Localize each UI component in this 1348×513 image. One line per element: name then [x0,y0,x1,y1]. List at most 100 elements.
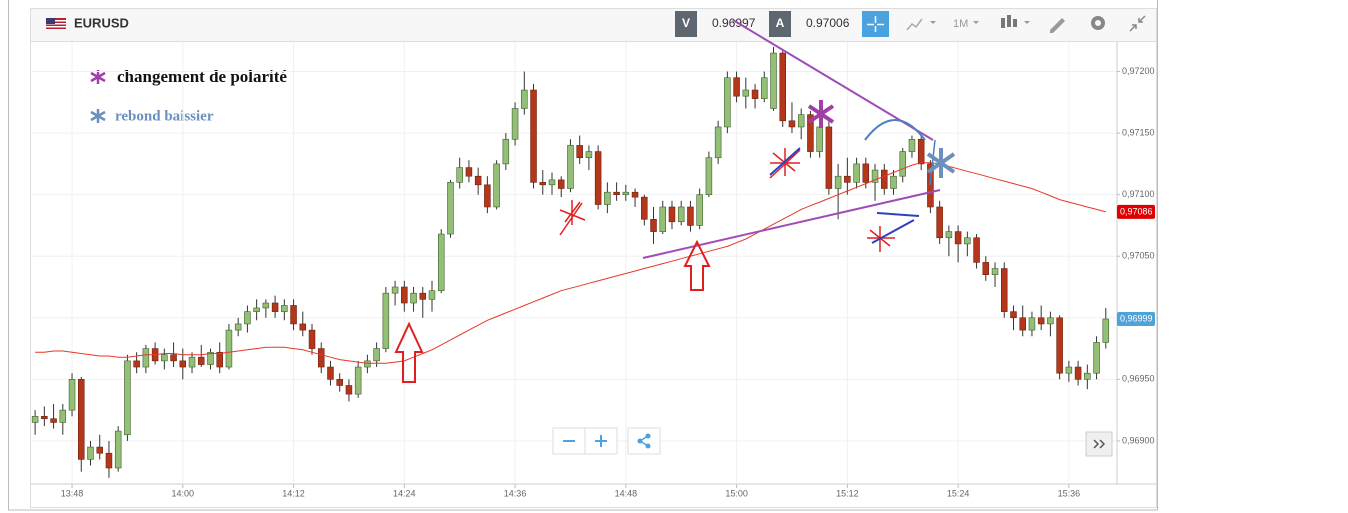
candle-body [382,292,390,349]
candle-body [105,452,113,469]
candle-body [1037,317,1045,325]
candle-body [197,356,205,365]
candle-body [807,114,814,152]
candle-body [299,323,307,331]
y-tick-label: 0,97150 [1122,127,1155,137]
candle-body [133,360,140,368]
price-tag [1117,312,1155,327]
zoom-in-button[interactable] [584,427,618,455]
candle-body [234,323,242,331]
candle-body [853,163,860,183]
candle-body [437,233,445,292]
candle-body [262,302,270,309]
candle-body [751,89,759,99]
candle-body [511,108,519,140]
bid-badge [675,11,697,37]
candle-body [50,418,57,423]
x-tick-label: 15:00 [725,488,748,498]
candle-body [530,89,537,183]
candle-body [1028,317,1036,331]
zoom-out-button[interactable] [552,427,586,455]
annotation: rebond baissier [115,108,214,124]
candle-body [917,138,925,165]
candle-body [945,231,953,239]
candle-body [1001,268,1008,312]
candle-body [373,348,380,362]
candle-body [567,145,574,189]
settings-button[interactable] [1091,16,1105,30]
draw-tool-button[interactable] [1050,18,1065,33]
candle-body [317,348,325,368]
candle-body [41,415,48,420]
moving-average-line [35,162,1106,364]
chart-style-button[interactable] [906,18,936,31]
collapse-button[interactable] [1129,15,1146,32]
candle-body [687,206,694,226]
candle-body [271,302,279,312]
share-button[interactable] [627,427,661,455]
y-tick-label: 0,96900 [1122,435,1155,445]
x-tick-label: 13:48 [61,488,84,498]
timeframe[interactable]: 1M [953,18,968,30]
candle-body [336,379,343,386]
candle-body [281,305,288,312]
candle-body [1047,317,1054,325]
candle-body [401,286,408,304]
candle-body [1093,342,1100,374]
candle-body [761,77,768,99]
candle-body [244,311,251,325]
candle-body [622,191,630,195]
candle-body [1102,318,1110,343]
chart-frame [30,41,1157,508]
candle-type-button[interactable] [1001,15,1030,28]
candle-body [862,163,870,183]
candle-body [982,262,990,275]
candle-body [1010,311,1017,319]
candle-body [816,126,823,152]
candle-body [419,292,427,300]
zoom-controls [552,427,661,455]
candle-body [345,385,353,395]
candle-body [668,206,676,223]
flag-icon [46,18,66,29]
candle-body [188,356,196,368]
candle-body [1074,366,1082,380]
candle-body [659,206,667,232]
x-tick-label: 15:24 [947,488,970,498]
candle-body [253,307,260,312]
candle-body [31,415,39,423]
candle-body [207,351,214,365]
scroll-right-button[interactable] [1085,431,1113,457]
candle-body [391,286,399,294]
candle-body [964,237,971,245]
y-tick-label: 0,97050 [1122,251,1155,261]
x-tick-label: 15:12 [836,488,859,498]
annotation-star-blue [90,109,106,123]
candle-body [696,194,703,226]
candle-body [474,175,482,186]
candle-body [87,446,94,460]
candle-body [899,151,906,177]
crosshair-button[interactable] [862,11,889,37]
candle-body [308,329,316,349]
y-tick-label: 0,96950 [1122,374,1155,384]
candle-body [908,138,916,152]
candle-body [881,169,888,189]
price-tag [1117,204,1155,219]
outer-frame [8,0,1158,511]
candle-body [327,366,334,380]
candle-body [1065,366,1073,374]
candle-body [225,329,233,368]
annotation-star-purple [90,70,106,84]
candle-body [954,231,962,245]
candle-body [1084,372,1091,380]
candle-body [705,157,713,195]
candle-body [59,409,67,423]
candle-body [604,191,611,205]
candle-body [834,175,842,189]
candle-body [142,348,150,368]
candle-body [594,151,602,205]
candle-body [539,182,547,186]
candle-body [548,179,556,186]
